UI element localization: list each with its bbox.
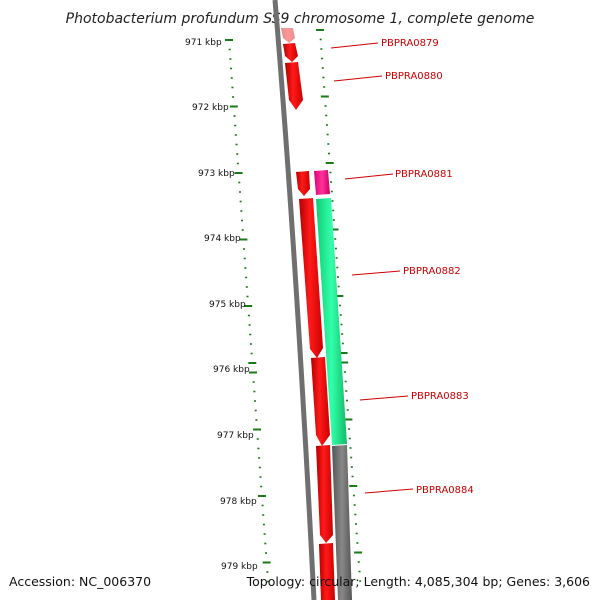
gene-label-pbpra0880: PBPRA0880 — [385, 71, 443, 82]
gene-feature-pbpra0881-rna — [314, 170, 330, 195]
genome-backbone — [272, 0, 317, 600]
genome-summary-text: Topology: circular; Length: 4,085,304 bp… — [246, 574, 590, 589]
scale-label: 975 kbp — [209, 300, 246, 310]
gene-feature-pbpra0882 — [299, 198, 323, 358]
gene-label-pbpra0881: PBPRA0881 — [395, 169, 453, 180]
leader-pbpra0879 — [330, 42, 379, 49]
scale-label: 978 kbp — [220, 497, 257, 507]
gene-labels: PBPRA0879 PBPRA0880 PBPRA0881 PBPRA0882 … — [381, 38, 474, 496]
gene-label-pbpra0883: PBPRA0883 — [411, 391, 469, 402]
scale-label: 979 kbp — [221, 562, 258, 572]
grey-band — [332, 445, 352, 600]
scale-labels: 971 kbp 972 kbp 973 kbp 974 kbp 975 kbp 976 k… — [185, 38, 258, 572]
accession-text: Accession: NC_006370 — [9, 574, 151, 589]
scale-label: 971 kbp — [185, 38, 222, 48]
leader-pbpra0883 — [359, 395, 409, 401]
gene-feature-next — [319, 543, 335, 600]
leader-pbpra0884 — [364, 488, 414, 494]
map-title: Photobacterium profundum SS9 chromosome … — [66, 11, 535, 27]
gene-feature-pbpra0879-top — [281, 28, 295, 43]
gene-feature-pbpra0883 — [311, 357, 330, 446]
rrna-band — [316, 198, 347, 445]
scale-ticks-inner — [316, 29, 363, 582]
gene-feature-pbpra0884 — [316, 445, 333, 543]
scale-label: 974 kbp — [204, 234, 241, 244]
scale-label: 973 kbp — [198, 169, 235, 179]
leader-pbpra0882 — [351, 270, 401, 276]
gene-features — [281, 28, 352, 600]
gene-feature-pbpra0881 — [296, 171, 310, 196]
leader-pbpra0881 — [344, 173, 394, 180]
gene-feature-pbpra0879 — [283, 43, 298, 62]
gene-label-leaders — [330, 42, 414, 494]
leader-pbpra0880 — [333, 75, 383, 82]
scale-label: 977 kbp — [217, 431, 254, 441]
scale-label: 972 kbp — [192, 103, 229, 113]
gene-label-pbpra0882: PBPRA0882 — [403, 266, 461, 277]
gene-feature-pbpra0880 — [285, 62, 303, 110]
scale-label: 976 kbp — [213, 365, 250, 375]
gene-label-pbpra0884: PBPRA0884 — [416, 485, 474, 496]
gene-label-pbpra0879: PBPRA0879 — [381, 38, 439, 49]
scale-ticks-outer — [225, 39, 271, 583]
